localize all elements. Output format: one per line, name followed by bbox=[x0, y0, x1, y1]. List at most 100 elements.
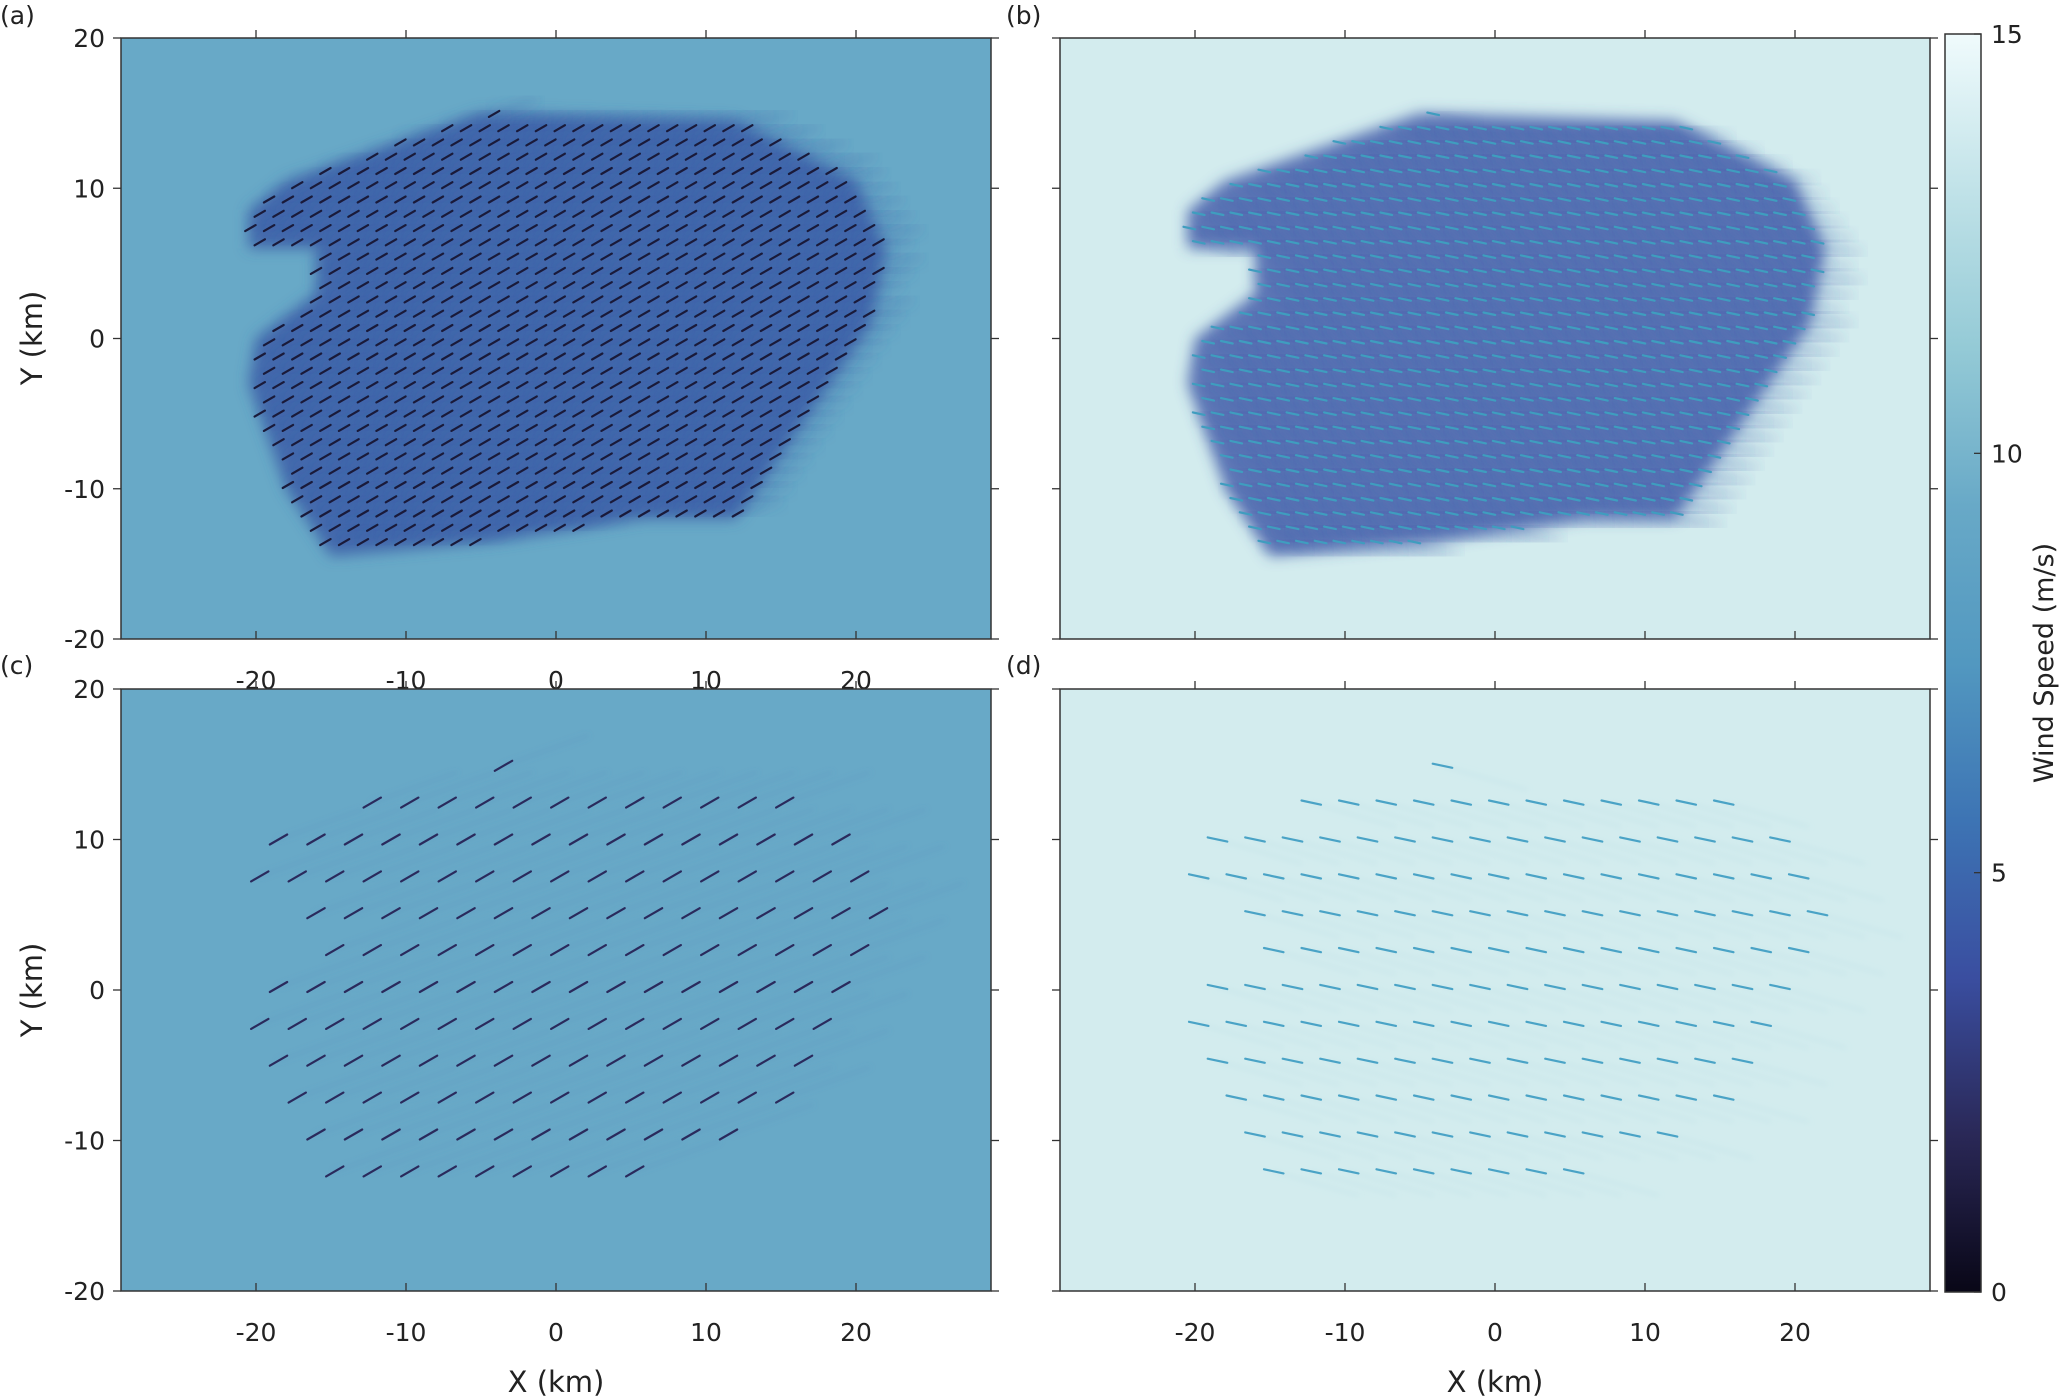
wake-streak bbox=[1618, 311, 1665, 328]
wake-streak bbox=[529, 125, 576, 145]
turbine-marker bbox=[534, 238, 548, 247]
turbine-marker bbox=[394, 452, 407, 461]
wake-streak bbox=[1403, 154, 1449, 171]
turbine-marker bbox=[1388, 482, 1403, 488]
turbine-marker bbox=[1444, 425, 1459, 431]
turbine-marker bbox=[606, 980, 626, 994]
turbine-marker bbox=[740, 352, 754, 361]
wake-streak bbox=[1684, 411, 1731, 428]
turbine-marker bbox=[1426, 339, 1441, 345]
wake-streak bbox=[1216, 838, 1303, 865]
turbine-marker bbox=[712, 480, 726, 490]
wake-streak bbox=[1703, 268, 1749, 285]
turbine-marker bbox=[1613, 254, 1628, 259]
wake-streak bbox=[1628, 383, 1674, 400]
wake-streak bbox=[1562, 340, 1609, 357]
turbine-marker bbox=[1763, 168, 1778, 174]
wake-streak bbox=[1674, 454, 1721, 471]
turbine-marker bbox=[422, 466, 435, 475]
turbine-marker bbox=[403, 352, 416, 361]
turbine-marker bbox=[469, 195, 482, 204]
wake-streak bbox=[1731, 425, 1778, 442]
turbine-marker bbox=[1744, 368, 1759, 374]
turbine-marker bbox=[1694, 983, 1716, 991]
wake-streak bbox=[333, 918, 421, 952]
wake-streak bbox=[445, 310, 492, 330]
turbine-marker bbox=[1435, 240, 1450, 245]
panel-b-turbines bbox=[1182, 111, 1825, 545]
turbine-marker bbox=[1510, 211, 1525, 217]
wake-streak bbox=[464, 368, 510, 388]
wake-streak bbox=[1534, 354, 1581, 371]
turbine-marker bbox=[1332, 168, 1347, 174]
turbine-marker bbox=[1244, 1131, 1266, 1138]
wake-streak bbox=[1412, 254, 1459, 271]
turbine-marker bbox=[1444, 397, 1459, 402]
wake-streak bbox=[482, 482, 529, 502]
turbine-marker bbox=[609, 238, 623, 247]
wake-streak bbox=[1459, 240, 1506, 257]
wake-streak bbox=[745, 368, 792, 388]
turbine-marker bbox=[1622, 468, 1638, 474]
wake-streak bbox=[1768, 226, 1815, 243]
turbine-marker bbox=[394, 195, 407, 204]
wake-streak bbox=[1506, 283, 1553, 300]
turbine-marker bbox=[1229, 211, 1244, 217]
turbine-marker bbox=[600, 195, 613, 204]
turbine-marker bbox=[1547, 154, 1563, 159]
wake-streak bbox=[1421, 468, 1468, 485]
wake-streak bbox=[352, 1102, 439, 1136]
turbine-marker bbox=[1407, 311, 1422, 317]
wake-streak bbox=[604, 239, 651, 259]
wake-streak bbox=[1543, 168, 1590, 185]
wake-streak bbox=[1590, 383, 1637, 400]
turbine-marker bbox=[699, 870, 720, 883]
wake-streak bbox=[1506, 368, 1553, 385]
turbine-marker bbox=[328, 495, 341, 504]
wake-streak bbox=[1384, 240, 1431, 257]
wake-streak bbox=[539, 425, 585, 445]
turbine-marker bbox=[1501, 368, 1516, 374]
wake-streak bbox=[577, 1102, 664, 1136]
turbine-marker bbox=[1238, 454, 1253, 459]
turbine-marker bbox=[347, 381, 360, 390]
turbine-marker bbox=[497, 266, 510, 275]
turbine-marker bbox=[637, 252, 651, 261]
turbine-marker bbox=[1566, 354, 1581, 359]
wake-streak bbox=[1374, 340, 1421, 357]
turbine-marker bbox=[590, 295, 604, 304]
turbine-marker bbox=[1538, 225, 1553, 231]
turbine-marker bbox=[806, 252, 820, 261]
wake-streak bbox=[877, 881, 964, 915]
turbine-marker bbox=[1247, 411, 1263, 416]
wake-streak bbox=[1684, 801, 1772, 829]
turbine-marker bbox=[309, 181, 323, 190]
turbine-marker bbox=[1332, 311, 1347, 317]
wake-streak bbox=[276, 425, 323, 445]
wake-streak bbox=[529, 382, 576, 402]
turbine-marker bbox=[1304, 439, 1319, 445]
wake-streak bbox=[548, 325, 595, 345]
wake-streak bbox=[1281, 254, 1328, 271]
wake-streak bbox=[1487, 226, 1534, 243]
wake-streak bbox=[1337, 283, 1384, 300]
wake-streak bbox=[1309, 383, 1356, 400]
wake-streak bbox=[492, 439, 539, 459]
turbine-marker bbox=[400, 943, 420, 957]
turbine-marker bbox=[1731, 836, 1754, 843]
wake-streak bbox=[445, 396, 492, 416]
turbine-marker bbox=[815, 209, 829, 218]
turbine-marker bbox=[722, 181, 735, 190]
turbine-marker bbox=[1675, 946, 1698, 954]
turbine-marker bbox=[572, 495, 585, 504]
turbine-marker bbox=[1525, 1168, 1548, 1175]
wake-streak bbox=[558, 1139, 646, 1173]
wake-streak bbox=[726, 310, 773, 330]
wake-streak bbox=[1684, 211, 1731, 228]
turbine-marker bbox=[647, 295, 660, 304]
wake-streak bbox=[1243, 311, 1290, 328]
turbine-marker bbox=[662, 796, 683, 809]
turbine-marker bbox=[737, 943, 758, 957]
turbine-marker bbox=[337, 166, 351, 176]
turbine-marker bbox=[1707, 339, 1722, 345]
